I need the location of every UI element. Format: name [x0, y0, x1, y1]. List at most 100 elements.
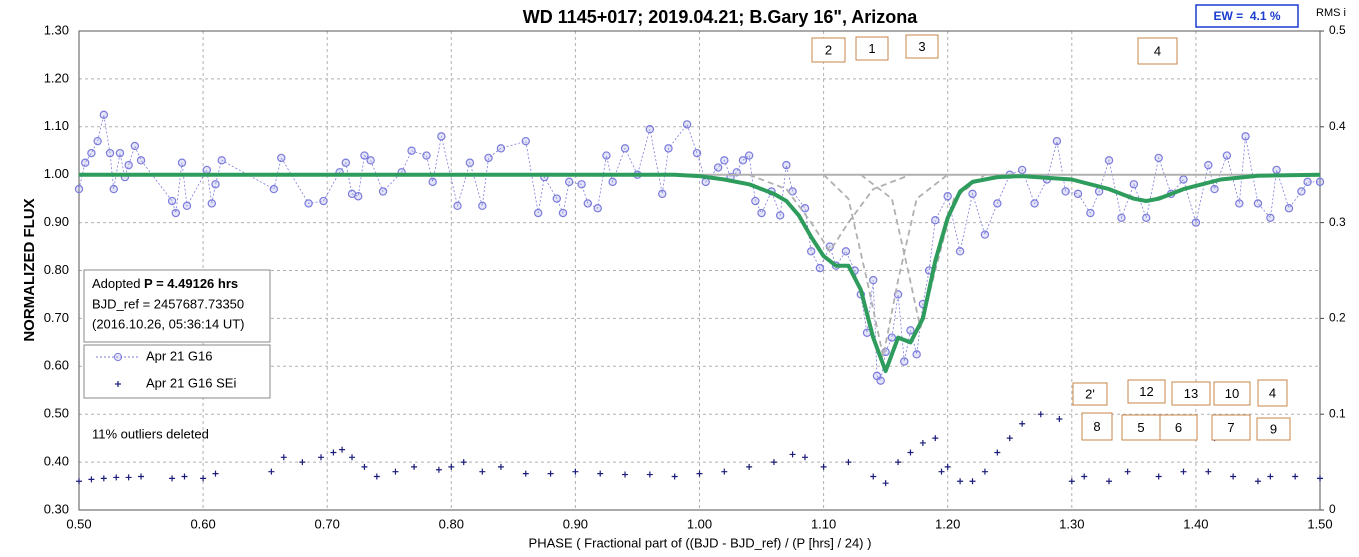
data-point: [882, 480, 889, 487]
data-point: [841, 247, 851, 256]
data-point: [496, 144, 506, 153]
data-point: [981, 468, 988, 475]
data-point: [269, 184, 279, 194]
x-tick-label: 1.30: [1059, 516, 1084, 531]
data-point: [721, 468, 728, 475]
data-point: [109, 184, 118, 194]
event-box: [1171, 381, 1211, 406]
data-point: [202, 165, 212, 175]
info-period: P = 4.49126 hrs: [144, 276, 238, 291]
event-box: [855, 36, 889, 61]
data-point: [646, 471, 653, 478]
data-point: [1292, 473, 1299, 480]
y2-tick-label: 0.1: [1329, 406, 1346, 420]
data-point: [277, 153, 286, 163]
data-point: [113, 474, 120, 481]
data-point: [1254, 478, 1261, 485]
data-point: [622, 471, 629, 478]
data-point: [211, 180, 220, 189]
data-point: [1154, 153, 1163, 163]
y-tick-label: 0.90: [44, 214, 69, 229]
data-point: [1204, 160, 1213, 170]
data-point: [907, 449, 914, 456]
data-point: [558, 208, 568, 218]
data-point: [782, 160, 791, 170]
data-point: [1106, 478, 1113, 485]
data-point: [1180, 468, 1187, 475]
y-tick-label: 1.30: [44, 22, 69, 37]
data-point: [1191, 218, 1201, 227]
data-point: [93, 136, 102, 146]
event-label: 4: [1154, 43, 1161, 58]
data-point: [138, 473, 145, 480]
y-axis-title: NORMALIZED FLUX: [21, 198, 38, 341]
data-point: [1303, 177, 1312, 187]
data-point: [906, 326, 915, 335]
event-box: [1257, 379, 1288, 407]
data-point: [453, 201, 462, 211]
data-point: [955, 247, 965, 256]
data-point: [1117, 213, 1126, 223]
data-point: [552, 194, 561, 203]
data-point: [664, 144, 673, 153]
data-point: [1124, 468, 1131, 475]
y-tick-label: 1.20: [44, 70, 69, 85]
data-point: [1086, 208, 1095, 218]
data-point: [74, 184, 84, 194]
data-point: [360, 151, 369, 160]
data-point: [373, 473, 380, 480]
data-point: [957, 478, 964, 485]
event-label: 2': [1085, 386, 1095, 401]
data-point: [938, 468, 945, 475]
data-point: [895, 459, 902, 466]
data-point: [919, 439, 926, 446]
data-point: [1205, 468, 1212, 475]
data-point: [1006, 435, 1013, 442]
data-point: [701, 177, 710, 187]
ew-label: EW = 4.1 %: [1213, 9, 1280, 23]
event-box: [1159, 414, 1198, 441]
data-point: [435, 466, 442, 473]
y-tick-label: 0.60: [44, 358, 69, 373]
data-point: [378, 187, 388, 196]
data-point: [597, 470, 604, 477]
data-point: [319, 196, 328, 206]
event-label: 5: [1137, 420, 1144, 435]
data-point: [1222, 151, 1232, 160]
x-tick-label: 1.20: [935, 516, 960, 531]
event-box: [1081, 412, 1113, 441]
y2-axis-title: RMS i: [1316, 7, 1346, 19]
info-box: [83, 269, 271, 343]
data-point: [354, 192, 363, 201]
y-tick-label: 0.80: [44, 262, 69, 277]
data-point: [944, 463, 951, 470]
data-point: [994, 449, 1001, 456]
data-point: [182, 201, 192, 211]
data-point: [99, 110, 109, 120]
legend-label: Apr 21 G16: [146, 348, 213, 363]
data-point: [484, 153, 493, 163]
event-box: [811, 37, 846, 63]
event-label: 3: [918, 39, 925, 54]
data-point: [932, 435, 939, 442]
info-line: Adopted P = 4.49126 hrs: [92, 276, 238, 291]
x-tick-label: 0.80: [439, 516, 464, 531]
data-point: [1061, 187, 1070, 196]
data-point: [437, 132, 446, 141]
data-point: [577, 180, 586, 189]
event-label: 12: [1139, 384, 1153, 399]
data-point: [465, 158, 475, 167]
data-point: [181, 473, 188, 480]
data-point: [478, 201, 487, 211]
event-label: 1: [868, 41, 875, 56]
data-point: [167, 196, 177, 206]
event-label: 2: [825, 42, 832, 57]
component-curve: [822, 173, 949, 357]
y2-tick-label: 0.3: [1329, 215, 1346, 229]
y-tick-label: 0.30: [44, 501, 69, 516]
data-point: [1210, 184, 1219, 194]
data-point: [130, 141, 140, 151]
data-point: [115, 148, 125, 158]
data-point: [200, 475, 207, 482]
